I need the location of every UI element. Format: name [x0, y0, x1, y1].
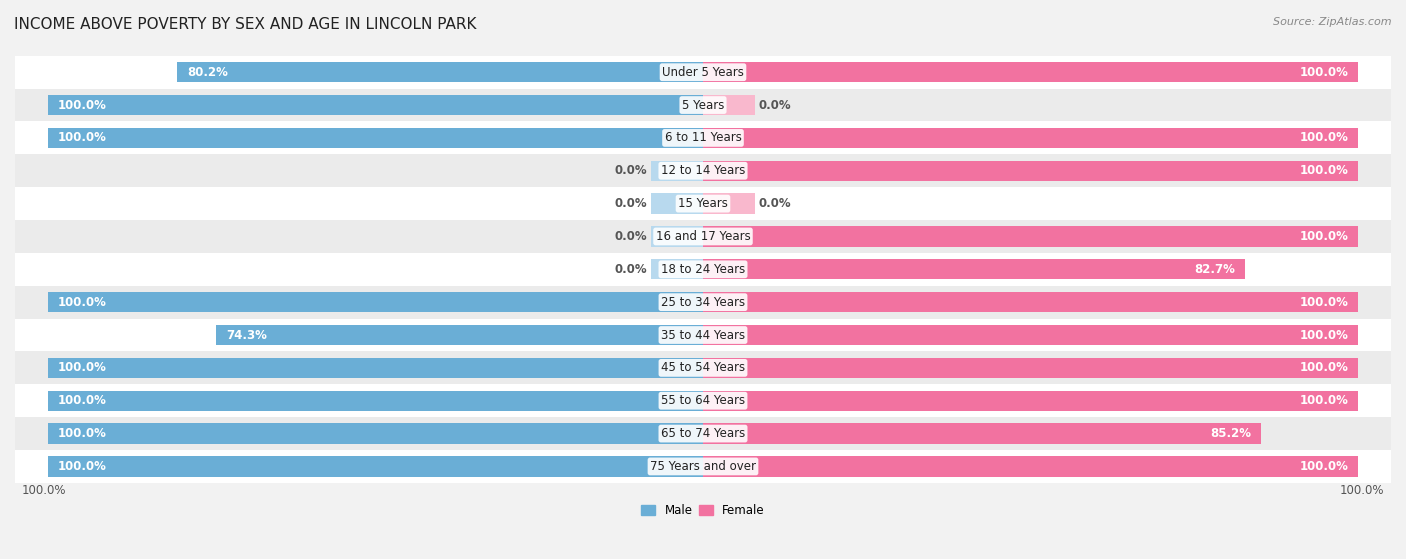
Bar	[15, 56, 1391, 89]
Bar	[217, 325, 703, 345]
Bar	[703, 325, 1358, 345]
Text: 0.0%: 0.0%	[614, 197, 647, 210]
Text: 100.0%: 100.0%	[1299, 230, 1348, 243]
Bar	[703, 193, 755, 214]
Bar	[15, 384, 1391, 417]
Text: 100.0%: 100.0%	[58, 361, 107, 375]
Text: 0.0%: 0.0%	[759, 197, 792, 210]
Bar	[48, 127, 703, 148]
Text: 5 Years: 5 Years	[682, 98, 724, 112]
Bar	[651, 160, 703, 181]
Bar	[15, 187, 1391, 220]
Text: 100.0%: 100.0%	[1299, 296, 1348, 309]
Text: 82.7%: 82.7%	[1194, 263, 1234, 276]
Text: Source: ZipAtlas.com: Source: ZipAtlas.com	[1274, 17, 1392, 27]
Text: 65 to 74 Years: 65 to 74 Years	[661, 427, 745, 440]
Bar	[48, 95, 703, 115]
Text: 0.0%: 0.0%	[614, 164, 647, 177]
Text: 100.0%: 100.0%	[1299, 460, 1348, 473]
Bar	[703, 358, 1358, 378]
Bar	[15, 253, 1391, 286]
Text: 100.0%: 100.0%	[58, 296, 107, 309]
Bar	[703, 127, 1358, 148]
Text: 85.2%: 85.2%	[1211, 427, 1251, 440]
Text: 6 to 11 Years: 6 to 11 Years	[665, 131, 741, 144]
Text: 0.0%: 0.0%	[759, 98, 792, 112]
Text: 75 Years and over: 75 Years and over	[650, 460, 756, 473]
Bar	[48, 358, 703, 378]
Text: 100.0%: 100.0%	[58, 394, 107, 407]
Bar	[703, 456, 1358, 477]
Text: 100.0%: 100.0%	[58, 98, 107, 112]
Bar	[651, 193, 703, 214]
Text: 100.0%: 100.0%	[1299, 164, 1348, 177]
Text: 100.0%: 100.0%	[58, 427, 107, 440]
Text: 100.0%: 100.0%	[1299, 394, 1348, 407]
Text: INCOME ABOVE POVERTY BY SEX AND AGE IN LINCOLN PARK: INCOME ABOVE POVERTY BY SEX AND AGE IN L…	[14, 17, 477, 32]
Text: 0.0%: 0.0%	[614, 230, 647, 243]
Bar	[703, 423, 1261, 444]
Bar	[703, 62, 1358, 82]
Text: 100.0%: 100.0%	[1299, 329, 1348, 342]
Bar	[15, 121, 1391, 154]
Text: 18 to 24 Years: 18 to 24 Years	[661, 263, 745, 276]
Text: 15 Years: 15 Years	[678, 197, 728, 210]
Text: 100.0%: 100.0%	[58, 460, 107, 473]
Text: 45 to 54 Years: 45 to 54 Years	[661, 361, 745, 375]
Text: 0.0%: 0.0%	[614, 263, 647, 276]
Text: 55 to 64 Years: 55 to 64 Years	[661, 394, 745, 407]
Bar	[15, 319, 1391, 352]
Text: 12 to 14 Years: 12 to 14 Years	[661, 164, 745, 177]
Bar	[703, 259, 1244, 280]
Bar	[15, 450, 1391, 483]
Bar	[651, 226, 703, 247]
Text: 100.0%: 100.0%	[58, 131, 107, 144]
Bar	[48, 391, 703, 411]
Bar	[703, 292, 1358, 312]
Legend: Male, Female: Male, Female	[637, 499, 769, 522]
Bar	[177, 62, 703, 82]
Bar	[15, 352, 1391, 384]
Text: 100.0%: 100.0%	[1299, 361, 1348, 375]
Text: 80.2%: 80.2%	[187, 66, 228, 79]
Text: Under 5 Years: Under 5 Years	[662, 66, 744, 79]
Bar	[15, 220, 1391, 253]
Text: 16 and 17 Years: 16 and 17 Years	[655, 230, 751, 243]
Text: 100.0%: 100.0%	[1299, 66, 1348, 79]
Bar	[15, 417, 1391, 450]
Bar	[48, 423, 703, 444]
Bar	[703, 391, 1358, 411]
Text: 25 to 34 Years: 25 to 34 Years	[661, 296, 745, 309]
Bar	[48, 292, 703, 312]
Text: 35 to 44 Years: 35 to 44 Years	[661, 329, 745, 342]
Bar	[48, 456, 703, 477]
Bar	[15, 286, 1391, 319]
Bar	[15, 154, 1391, 187]
Text: 100.0%: 100.0%	[21, 485, 66, 498]
Bar	[15, 89, 1391, 121]
Text: 100.0%: 100.0%	[1340, 485, 1385, 498]
Bar	[703, 160, 1358, 181]
Bar	[703, 226, 1358, 247]
Bar	[651, 259, 703, 280]
Bar	[703, 95, 755, 115]
Text: 100.0%: 100.0%	[1299, 131, 1348, 144]
Text: 74.3%: 74.3%	[226, 329, 267, 342]
